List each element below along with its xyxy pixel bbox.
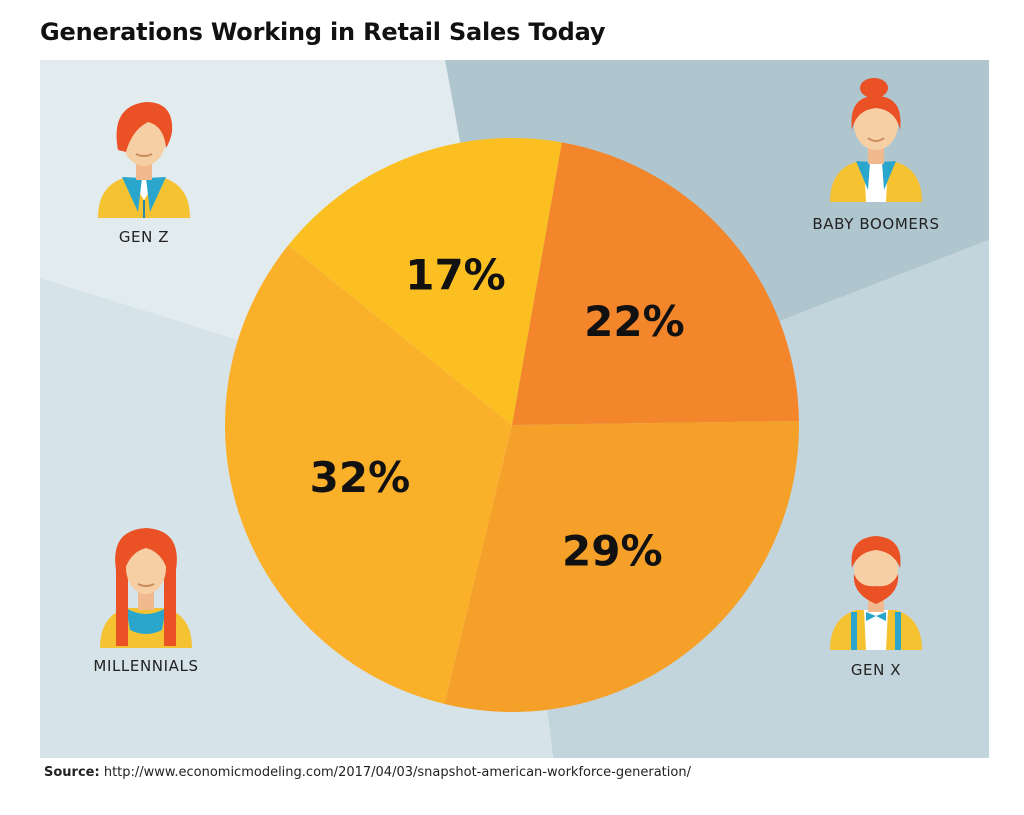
chart-title: Generations Working in Retail Sales Toda… — [40, 18, 606, 46]
pie-slice-gen-z — [288, 137, 562, 425]
pie-slice-gen-x — [444, 420, 799, 712]
pie-value-labels: 22% 29% 32% 17% — [310, 251, 685, 576]
pie-slices — [224, 137, 799, 712]
pie-slice-millennials — [224, 245, 512, 704]
source-label: Source: — [44, 765, 100, 780]
value-label-gen-z: 17% — [405, 251, 506, 300]
baby-boomers-avatar-icon — [830, 78, 922, 202]
source-note: Source: http://www.economicmodeling.com/… — [44, 765, 691, 780]
category-labels: BABY BOOMERS GEN X MILLENNIALS GEN Z — [93, 215, 939, 679]
value-label-millennials: 32% — [310, 453, 411, 502]
category-label-baby-boomers: BABY BOOMERS — [812, 215, 939, 233]
category-label-millennials: MILLENNIALS — [93, 657, 198, 675]
pie-slice-baby-boomers — [512, 142, 799, 426]
source-url: http://www.economicmodeling.com/2017/04/… — [103, 765, 691, 780]
millennials-avatar-icon — [100, 528, 192, 648]
category-label-gen-z: GEN Z — [119, 228, 169, 246]
value-label-gen-x: 29% — [562, 527, 663, 576]
gen-x-avatar-icon — [830, 536, 922, 650]
value-label-baby-boomers: 22% — [584, 297, 685, 346]
category-label-gen-x: GEN X — [851, 661, 901, 679]
gen-z-avatar-icon — [98, 102, 190, 218]
